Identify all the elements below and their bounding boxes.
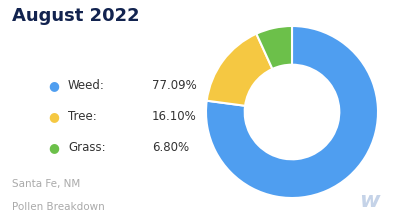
Text: 16.10%: 16.10% — [152, 110, 197, 123]
Text: 6.80%: 6.80% — [152, 141, 189, 154]
Text: Pollen Breakdown: Pollen Breakdown — [12, 202, 105, 212]
Wedge shape — [207, 34, 272, 106]
Text: 77.09%: 77.09% — [152, 79, 197, 92]
Text: Grass:: Grass: — [68, 141, 106, 154]
Text: w: w — [360, 191, 380, 211]
Text: ●: ● — [48, 79, 59, 92]
Text: ●: ● — [48, 141, 59, 154]
Wedge shape — [256, 26, 292, 69]
Text: Weed:: Weed: — [68, 79, 105, 92]
Wedge shape — [206, 26, 378, 198]
Text: Tree:: Tree: — [68, 110, 97, 123]
Text: August 2022: August 2022 — [12, 7, 140, 25]
Text: ●: ● — [48, 110, 59, 123]
Text: Santa Fe, NM: Santa Fe, NM — [12, 179, 80, 189]
